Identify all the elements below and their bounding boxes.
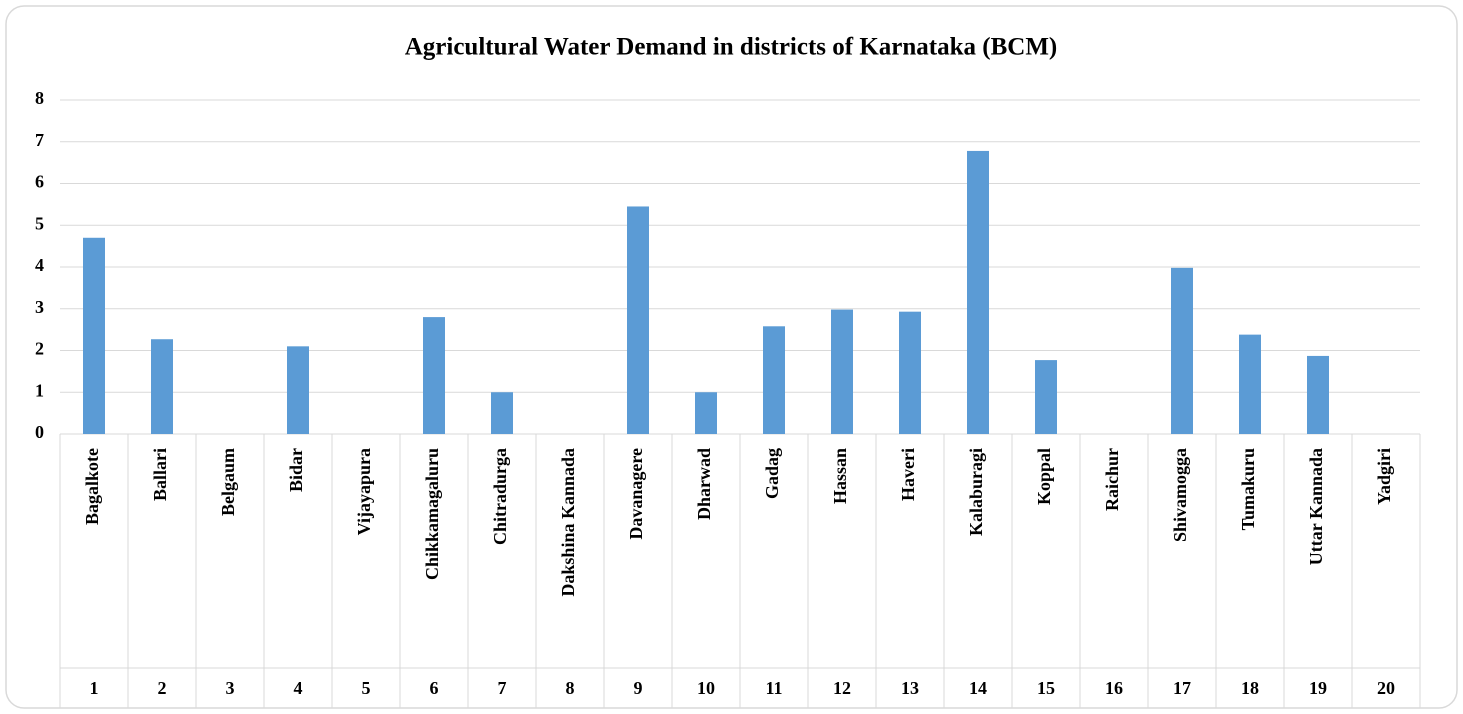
bar <box>899 311 921 434</box>
x-tick-number: 2 <box>158 678 167 698</box>
chart-title: Agricultural Water Demand in districts o… <box>405 34 1058 61</box>
x-tick-number: 20 <box>1377 678 1395 698</box>
bar <box>287 346 309 434</box>
x-tick-label: Gadag <box>762 448 782 499</box>
x-tick-number: 19 <box>1309 678 1327 698</box>
x-tick-number: 4 <box>294 678 303 698</box>
x-tick-number: 9 <box>634 678 643 698</box>
x-tick-label: Yadgiri <box>1374 448 1394 505</box>
x-tick-number: 18 <box>1241 678 1259 698</box>
bar <box>491 392 513 434</box>
bar <box>967 150 989 434</box>
x-tick-number: 1 <box>90 678 99 698</box>
x-tick-number: 17 <box>1173 678 1191 698</box>
bar <box>695 392 717 434</box>
bar <box>1035 360 1057 434</box>
x-tick-number: 7 <box>498 678 507 698</box>
x-tick-number: 11 <box>765 678 782 698</box>
x-tick-label: Bagalkote <box>82 448 102 525</box>
x-tick-number: 15 <box>1037 678 1055 698</box>
y-tick-label: 8 <box>35 88 44 108</box>
bar <box>423 317 445 434</box>
x-tick-label: Shivamogga <box>1170 448 1190 542</box>
bar <box>1307 355 1329 434</box>
bar <box>151 339 173 434</box>
x-tick-number: 13 <box>901 678 919 698</box>
x-tick-label: Chitradurga <box>490 448 510 545</box>
x-tick-number: 12 <box>833 678 851 698</box>
y-tick-label: 5 <box>35 213 44 233</box>
x-tick-label: Dakshina Kannada <box>558 448 578 597</box>
bar <box>627 206 649 434</box>
x-tick-number: 5 <box>362 678 371 698</box>
x-tick-label: Tumakuru <box>1238 448 1258 530</box>
y-tick-label: 7 <box>35 130 44 150</box>
x-tick-label: Chikkamagaluru <box>422 448 442 580</box>
x-tick-label: Haveri <box>898 448 918 501</box>
x-tick-label: Koppal <box>1034 448 1054 505</box>
x-tick-label: Vijayapura <box>354 448 374 535</box>
bar <box>1171 267 1193 434</box>
bar <box>83 237 105 434</box>
x-tick-label: Ballari <box>150 448 170 501</box>
bar <box>831 309 853 434</box>
x-tick-number: 16 <box>1105 678 1123 698</box>
chart-border <box>5 5 1458 709</box>
x-tick-label: Uttar Kannada <box>1306 448 1326 565</box>
x-tick-number: 6 <box>430 678 439 698</box>
y-tick-label: 6 <box>35 172 44 192</box>
bar <box>763 326 785 434</box>
x-tick-number: 3 <box>226 678 235 698</box>
x-tick-label: Dharwad <box>694 448 714 520</box>
y-tick-label: 4 <box>35 255 44 275</box>
x-tick-number: 8 <box>566 678 575 698</box>
y-tick-label: 1 <box>35 380 44 400</box>
x-tick-label: Kalaburagi <box>966 448 986 536</box>
x-tick-label: Bidar <box>286 448 306 492</box>
x-tick-label: Hassan <box>830 448 850 504</box>
x-tick-number: 14 <box>969 678 987 698</box>
y-tick-label: 0 <box>35 422 44 442</box>
x-tick-label: Belgaum <box>218 448 238 516</box>
y-tick-label: 3 <box>35 297 44 317</box>
x-tick-number: 10 <box>697 678 715 698</box>
y-tick-label: 2 <box>35 339 44 359</box>
x-tick-label: Raichur <box>1102 448 1122 511</box>
bar <box>1239 334 1261 434</box>
x-tick-label: Davanagere <box>626 448 646 540</box>
